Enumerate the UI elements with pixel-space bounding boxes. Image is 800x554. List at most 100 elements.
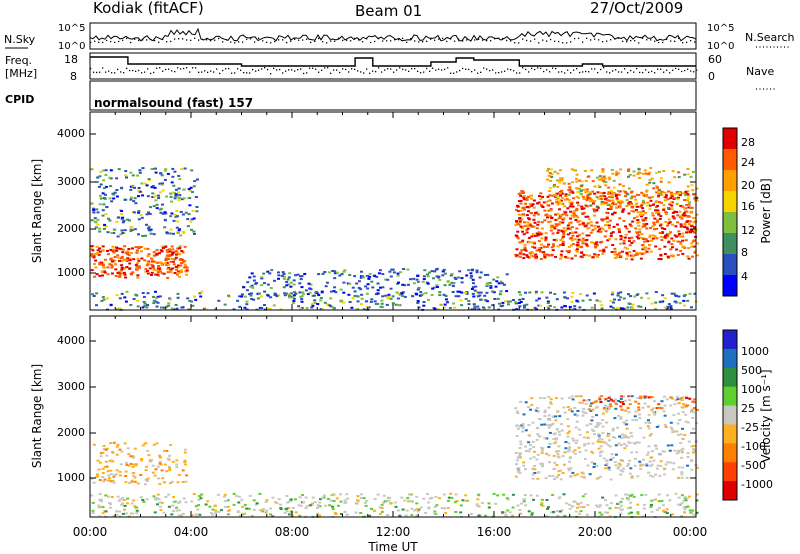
- power-cell-713: [95, 292, 99, 295]
- power-cell-1968: [604, 230, 608, 233]
- power-cell-1686: [651, 212, 655, 215]
- power-cell-149: [170, 253, 174, 256]
- vel-cell-529: [155, 497, 159, 500]
- power-cell-921: [674, 295, 678, 297]
- power-cell-1497: [630, 210, 634, 212]
- power-cell-1066: [330, 290, 333, 293]
- power-cell-1471: [565, 214, 569, 217]
- power-cell-1856: [575, 248, 579, 251]
- vel-cell-535: [191, 514, 195, 517]
- power-cell-1582: [540, 243, 543, 246]
- vel-cell-466: [194, 513, 198, 516]
- vel-cell-700: [551, 475, 555, 477]
- power-cell-254: [159, 249, 163, 252]
- power-cell-2067: [642, 223, 646, 226]
- power-cell-73: [126, 250, 130, 253]
- power-cell-2291: [648, 178, 652, 181]
- power-cell-1142: [454, 295, 458, 298]
- vel-cell-1059: [528, 434, 532, 437]
- power-cell-151: [90, 269, 94, 272]
- vel-cell-285: [464, 494, 468, 497]
- power-cell-1020: [364, 285, 368, 288]
- power-cell-2301: [599, 178, 603, 181]
- nave-dot-576: [576, 68, 578, 70]
- velocity-colorbar-frame: [722, 329, 738, 501]
- nave-dot-162: [162, 70, 164, 72]
- vel-cell-785: [592, 466, 596, 468]
- vel-cell-586: [636, 503, 640, 506]
- power-cell-1788: [578, 220, 582, 223]
- vel-cell-403: [247, 507, 251, 510]
- power-cell-1644: [586, 196, 589, 199]
- power-cell-1068: [353, 275, 357, 278]
- vel-cell-707: [566, 435, 570, 438]
- nave-dot-243: [243, 72, 245, 74]
- power-cell-132: [176, 247, 180, 250]
- vel-cell-288: [477, 494, 481, 497]
- power-cell-4: [166, 251, 170, 254]
- power-cell-1050: [432, 277, 435, 280]
- power-cell-1096: [260, 284, 264, 287]
- power-cell-1427: [566, 224, 570, 227]
- power-cell-542: [192, 230, 196, 233]
- vel-cell-1067: [650, 463, 654, 466]
- power-cell-496: [174, 193, 178, 196]
- power-cell-665: [292, 296, 296, 299]
- vel-cell-559: [579, 510, 583, 513]
- vel-cell-460: [298, 514, 302, 517]
- power-cell-332: [112, 232, 116, 234]
- power-cell-1264: [660, 227, 664, 230]
- power-cell-2010: [687, 206, 691, 209]
- vel-cell-608: [344, 501, 348, 504]
- power-cell-2248: [580, 180, 584, 183]
- power-cell-1723: [561, 242, 565, 245]
- vel-cell-1026: [527, 450, 531, 453]
- power-cell-362: [173, 192, 176, 195]
- vel-cbar-swatch-0: [723, 330, 737, 350]
- noise-right-tick-top: 10^5: [707, 23, 734, 34]
- power-cell-2004: [515, 254, 519, 257]
- vel-cell-669: [532, 446, 536, 449]
- vel-cell-676: [672, 462, 676, 465]
- power-cell-152: [176, 251, 180, 254]
- power-cell-1386: [667, 218, 671, 221]
- power-cell-1681: [693, 251, 697, 254]
- vel-cell-1118: [521, 427, 525, 430]
- power-cell-896: [647, 297, 651, 300]
- vel-cell-828: [668, 449, 672, 452]
- nave-dot-204: [204, 70, 206, 72]
- power-cell-35: [113, 259, 117, 262]
- vel-cell-220: [627, 512, 631, 515]
- power-cell-290: [154, 194, 158, 197]
- noise-search-dot-326: [326, 42, 328, 44]
- vel-cell-266: [556, 515, 560, 517]
- vel-cell-1187: [611, 429, 615, 432]
- power-cell-817: [626, 306, 630, 309]
- vel-cell-120: [112, 481, 116, 484]
- vel-cell-89: [156, 465, 160, 468]
- power-cell-2214: [686, 197, 690, 200]
- power-cell-2155: [610, 190, 613, 193]
- vel-cell-64: [109, 473, 113, 476]
- vel-cell-438: [459, 504, 463, 507]
- power-cell-2180: [588, 191, 592, 194]
- noise-search-dot-638: [638, 42, 640, 44]
- vel-cbar-swatch-1: [723, 348, 737, 369]
- power-cell-1703: [658, 232, 662, 234]
- power-cell-357: [113, 191, 117, 194]
- power-cell-594: [101, 296, 105, 299]
- vel-cell-997: [661, 450, 665, 453]
- power-cell-2034: [685, 220, 689, 223]
- power-cell-388: [115, 195, 119, 198]
- power-cell-314: [147, 211, 151, 214]
- power-cell-964: [411, 295, 415, 298]
- vel-cell-1144: [603, 404, 607, 407]
- vel-cell-230: [430, 496, 434, 499]
- power-cell-1235: [681, 215, 685, 218]
- vel-cell-622: [619, 509, 623, 512]
- power-cell-1770: [523, 208, 527, 211]
- power-cell-1035: [333, 270, 337, 273]
- power-cell-1063: [287, 276, 291, 279]
- power-cell-1971: [596, 191, 600, 194]
- vel-cell-558: [101, 506, 105, 509]
